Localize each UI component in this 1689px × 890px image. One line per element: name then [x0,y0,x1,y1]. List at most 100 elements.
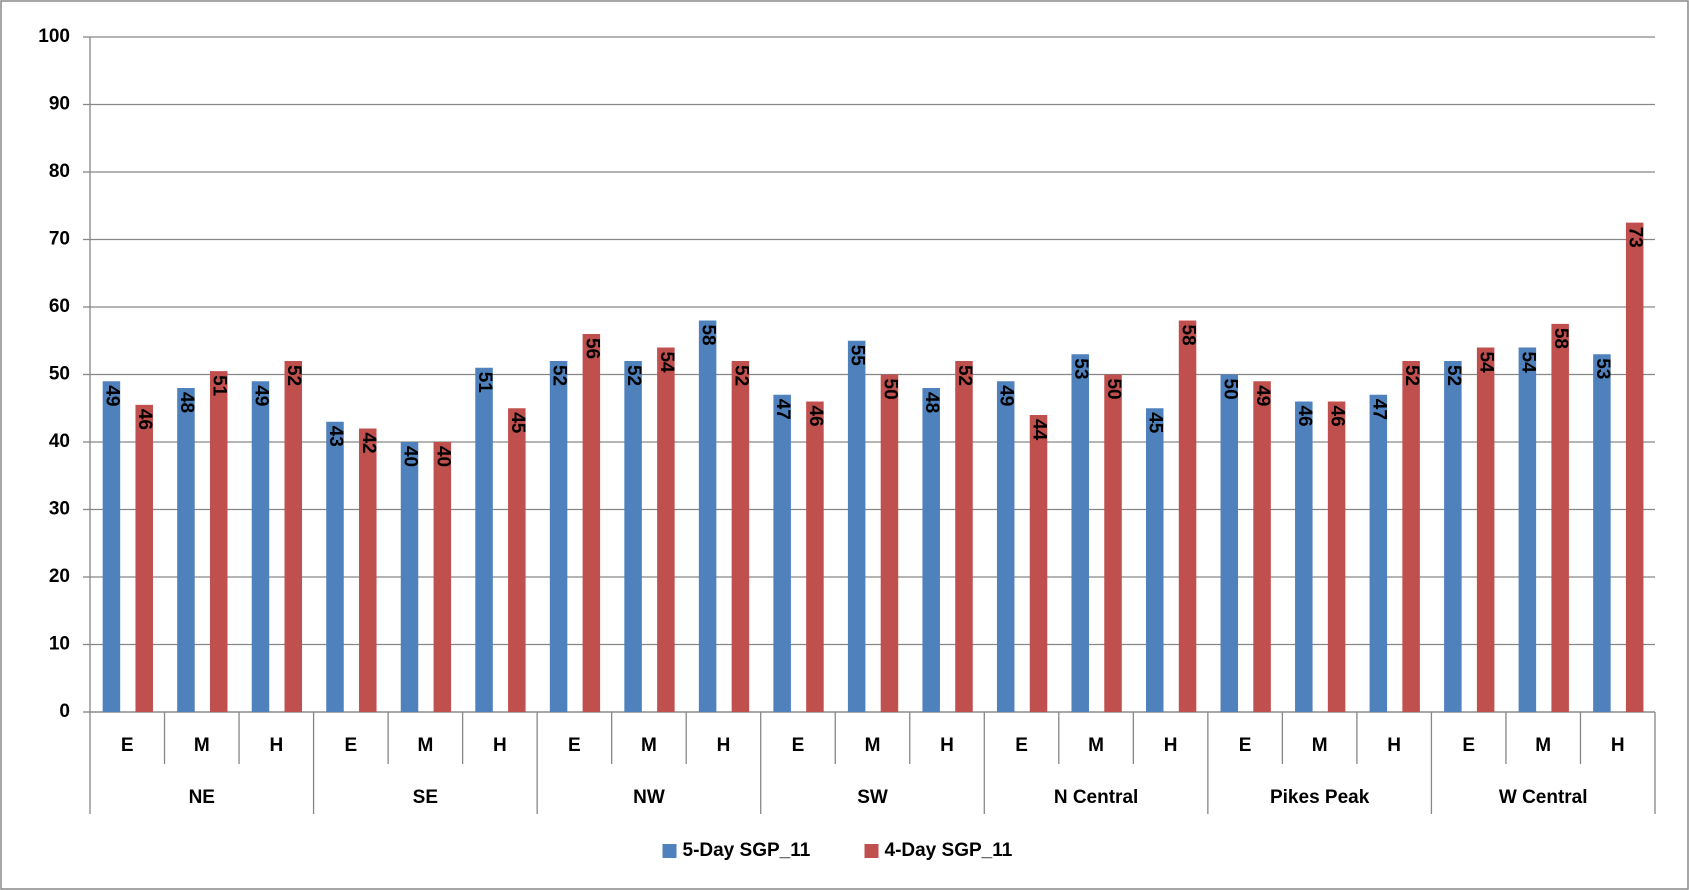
bar [326,421,344,712]
bar [135,404,153,712]
bar [1625,222,1644,712]
bar [806,401,824,712]
value-label: 49 [1252,385,1273,406]
bar [1518,347,1537,712]
bar [1476,347,1495,712]
value-label: 58 [698,325,719,346]
x-tick-label: E [1462,735,1475,756]
y-tick-label: 90 [49,94,70,115]
x-tick-label: E [344,735,357,756]
legend-swatch [662,844,677,858]
x-tick-label: E [792,735,805,756]
x-tick-label: H [493,735,507,756]
value-label: 50 [1103,379,1124,400]
bar [773,394,791,712]
group-label: N Central [1054,787,1138,808]
value-label: 49 [101,385,122,406]
value-label: 53 [1592,358,1613,379]
bar [177,388,195,712]
y-tick-label: 80 [49,161,70,182]
y-tick-label: 40 [49,431,70,452]
value-label: 46 [134,409,155,430]
bar [847,340,866,712]
x-tick-label: M [1312,735,1328,756]
bar [582,334,601,712]
value-label: 56 [581,338,602,359]
x-tick-label: E [1239,735,1252,756]
value-label: 40 [400,446,421,467]
value-label: 55 [847,345,868,367]
y-tick-label: 30 [49,499,70,520]
bar [880,374,899,712]
bar [1029,415,1048,712]
value-label: 58 [1550,328,1571,349]
legend-label: 4-Day SGP_11 [885,840,1013,861]
value-label: 52 [1401,365,1422,386]
bar [1369,394,1388,712]
bar [1178,320,1197,712]
value-label: 52 [623,365,644,386]
value-label: 58 [1178,325,1199,346]
group-label: Pikes Peak [1270,787,1370,808]
x-tick-label: E [121,735,134,756]
y-tick-label: 100 [38,26,70,47]
value-label: 42 [358,433,379,454]
value-label: 50 [1219,379,1240,400]
value-label: 44 [1028,419,1049,441]
bar [549,361,568,712]
bar [284,361,303,712]
value-label: 45 [1145,412,1166,434]
value-label: 43 [325,426,346,447]
bar [657,347,675,712]
x-tick-label: E [568,735,581,756]
value-label: 47 [772,399,793,420]
x-tick-label: M [417,735,433,756]
y-tick-label: 20 [49,566,70,587]
bar [1104,374,1122,712]
value-label: 52 [954,365,975,386]
bar [359,428,377,712]
group-label: W Central [1499,787,1588,808]
bar [1146,408,1164,712]
bar [1402,361,1420,712]
bar [1071,354,1089,712]
y-tick-label: 10 [49,634,70,655]
x-tick-label: M [865,735,881,756]
bar [996,381,1015,712]
value-label: 46 [805,406,826,427]
x-tick-label: M [1535,735,1551,756]
x-tick-label: H [269,735,283,756]
x-tick-label: H [1164,735,1178,756]
value-label: 52 [730,365,751,386]
x-tick-label: H [717,735,731,756]
bar [433,442,452,712]
y-tick-label: 50 [49,364,70,385]
value-label: 40 [432,446,453,467]
y-tick-label: 70 [49,229,70,250]
bar [731,361,750,712]
x-tick-label: M [1088,735,1104,756]
x-tick-label: H [1611,735,1625,756]
x-tick-label: E [1015,735,1028,756]
y-tick-label: 0 [59,701,70,722]
value-label: 51 [474,372,495,394]
bar [102,381,121,712]
x-tick-label: H [1387,735,1401,756]
value-label: 49 [250,385,271,406]
bar [1444,361,1462,712]
bar [1220,374,1239,712]
legend-label: 5-Day SGP_11 [683,840,811,861]
bar [624,361,642,712]
value-label: 47 [1368,399,1389,420]
bar [922,388,940,712]
bar [508,408,526,712]
bar [475,367,493,712]
bar [1295,401,1313,712]
x-tick-label: M [641,735,657,756]
y-tick-label: 60 [49,296,70,317]
legend-swatch [864,844,879,858]
bar [251,381,270,712]
value-label: 54 [656,352,677,374]
value-label: 48 [176,392,197,413]
